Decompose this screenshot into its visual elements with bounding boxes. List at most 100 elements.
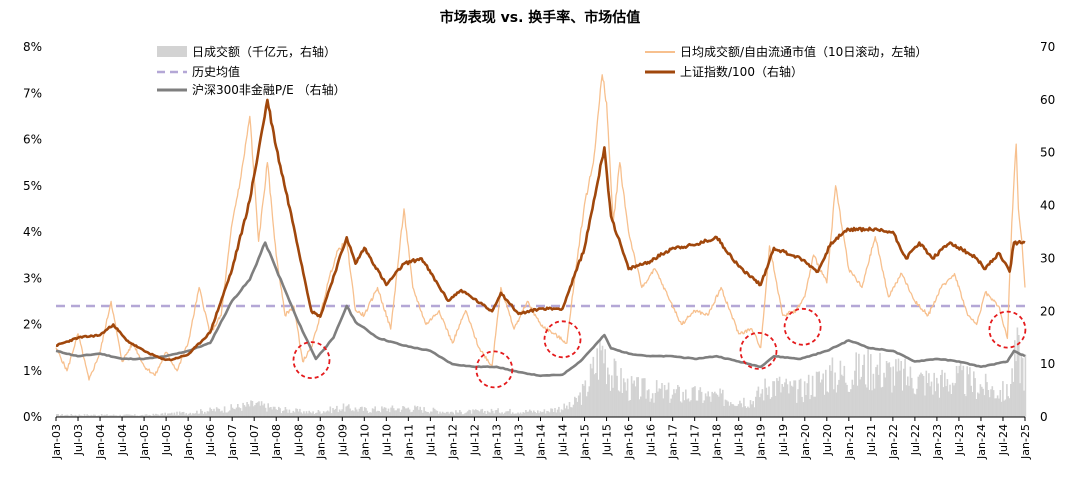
x-axis-tick-label: Jan-20 xyxy=(799,424,812,460)
volume-bar xyxy=(137,415,140,417)
right-axis-ticks: 0 10 20 30 40 50 60 70 xyxy=(1040,40,1055,424)
volume-bar xyxy=(315,413,317,417)
volume-bar xyxy=(140,415,143,417)
volume-bar xyxy=(618,391,621,417)
left-axis-tick-label: 6% xyxy=(23,133,42,147)
volume-bar xyxy=(381,406,383,417)
volume-bar xyxy=(436,410,439,417)
volume-bar xyxy=(330,413,333,417)
x-axis-ticks: Jan-03 Jul-03 Jan-04 Jul-04 Jan-05 Jul-05 Jan-… xyxy=(50,424,1032,460)
volume-bar xyxy=(420,410,423,417)
x-axis-tick-label: Jul-19 xyxy=(777,424,790,456)
volume-bar xyxy=(390,407,392,417)
legend-label-volume: 日成交额（千亿元，右轴） xyxy=(192,44,336,59)
volume-bar xyxy=(148,414,151,417)
volume-bar xyxy=(424,411,427,417)
volume-bar xyxy=(295,408,297,417)
volume-bar xyxy=(1008,398,1011,417)
volume-bar xyxy=(966,366,968,417)
volume-bar xyxy=(872,373,875,417)
volume-bar xyxy=(727,401,729,417)
volume-bar xyxy=(215,407,218,417)
volume-bar xyxy=(907,376,909,417)
volume-bar xyxy=(103,414,106,417)
volume-bar xyxy=(250,400,252,417)
volume-bar xyxy=(503,412,506,417)
volume-bar xyxy=(161,413,164,417)
volume-bar xyxy=(349,408,351,417)
volume-bar xyxy=(234,409,236,417)
index-series-line xyxy=(55,98,1026,362)
volume-bar xyxy=(120,415,123,417)
volume-bar xyxy=(562,410,564,417)
volume-bar xyxy=(786,384,789,417)
volume-bar xyxy=(498,412,501,417)
volume-bar xyxy=(803,381,806,417)
volume-bar xyxy=(815,371,818,417)
volume-bar xyxy=(522,412,524,417)
volume-bar xyxy=(753,407,756,417)
volume-bar xyxy=(513,413,515,417)
legend-label-turnover: 日均成交额/自由流通市值（10日滚动，左轴） xyxy=(680,44,927,59)
volume-bar xyxy=(324,412,326,417)
volume-bar xyxy=(100,414,103,417)
volume-bar xyxy=(119,414,121,417)
volume-bar xyxy=(908,385,910,417)
volume-bar xyxy=(190,414,193,417)
left-axis-ticks: 0% 1% 2% 3% 4% 5% 6% 7% 8% xyxy=(23,40,42,424)
volume-bar xyxy=(107,415,110,417)
volume-bar xyxy=(201,410,203,417)
legend-label-hist-avg: 历史均值 xyxy=(192,64,240,79)
volume-bar xyxy=(178,411,181,417)
volume-bar xyxy=(650,398,653,417)
volume-bar xyxy=(460,411,462,417)
volume-bar xyxy=(891,392,893,417)
volume-bar xyxy=(608,374,610,417)
volume-bar xyxy=(638,399,641,417)
volume-bar xyxy=(461,414,464,417)
volume-bar xyxy=(83,414,86,417)
volume-bar xyxy=(801,396,803,417)
x-axis-tick-label: Jan-16 xyxy=(623,424,636,460)
volume-bar xyxy=(134,414,136,417)
volume-bar xyxy=(570,407,572,417)
volume-bar xyxy=(694,386,696,417)
volume-bar xyxy=(338,409,341,417)
x-axis-tick-label: Jul-04 xyxy=(116,424,129,456)
volume-bar xyxy=(514,413,517,417)
volume-bar xyxy=(864,384,867,417)
volume-bar xyxy=(157,414,160,417)
volume-bar xyxy=(181,412,184,417)
volume-bar xyxy=(57,414,59,417)
volume-bar xyxy=(708,396,711,417)
volume-bar xyxy=(392,408,395,417)
volume-bar xyxy=(679,401,682,417)
volume-bar xyxy=(785,378,787,417)
volume-bar xyxy=(307,413,309,417)
volume-bar xyxy=(974,378,976,417)
volume-bar xyxy=(370,412,373,417)
volume-bar xyxy=(533,410,535,417)
volume-bar xyxy=(270,407,272,417)
volume-bar xyxy=(844,382,847,417)
volume-bar xyxy=(184,414,186,417)
volume-bar xyxy=(204,411,206,417)
volume-bar xyxy=(766,394,769,417)
volume-bar xyxy=(839,360,842,417)
volume-bar xyxy=(284,407,287,417)
volume-bar xyxy=(662,398,665,417)
volume-bar xyxy=(429,411,432,417)
volume-bar xyxy=(612,387,614,417)
x-axis-tick-label: Jan-23 xyxy=(931,424,944,460)
volume-bar xyxy=(505,411,507,417)
volume-bar xyxy=(116,415,119,417)
volume-bar xyxy=(984,373,987,417)
volume-bar xyxy=(616,375,618,417)
volume-bar xyxy=(649,401,651,417)
volume-bar xyxy=(435,410,437,417)
volume-bar xyxy=(412,409,415,417)
volume-bar xyxy=(517,412,519,417)
volume-bar xyxy=(241,410,243,417)
volume-bar xyxy=(942,387,945,417)
volume-bar xyxy=(89,415,91,417)
